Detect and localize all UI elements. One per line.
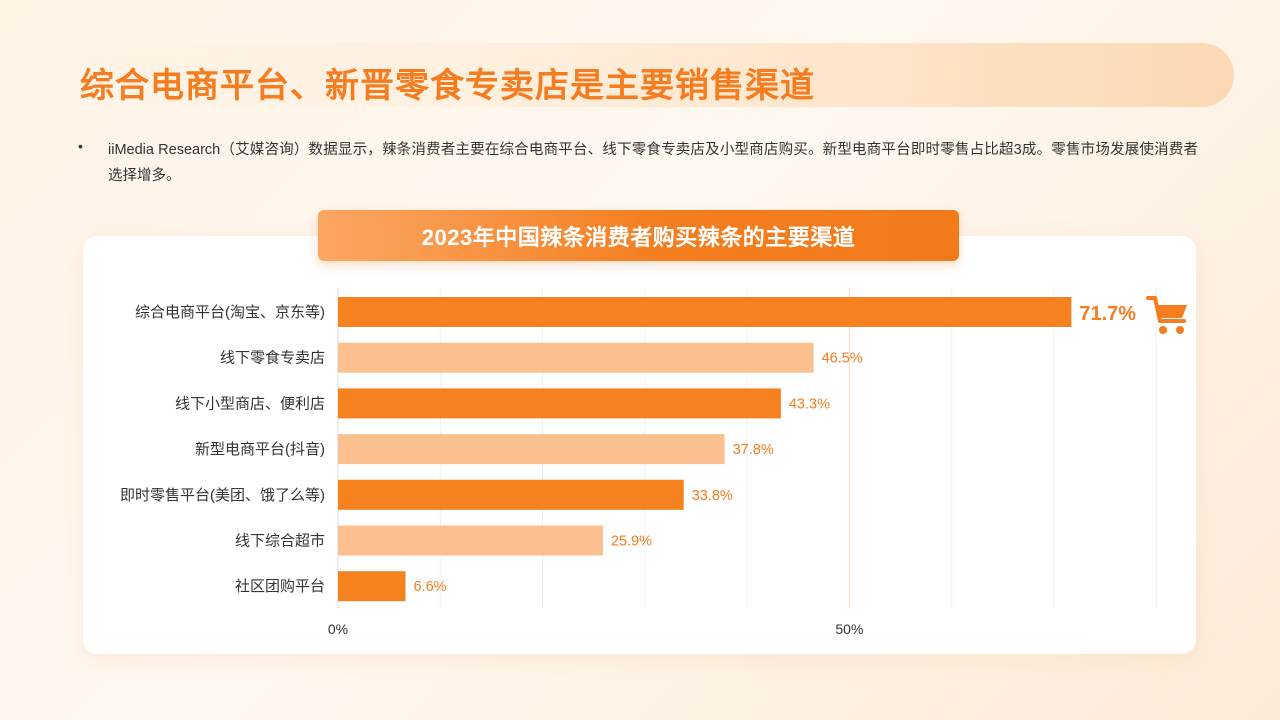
value-label: 33.8% <box>692 488 733 504</box>
x-tick-label: 50% <box>835 621 863 637</box>
x-tick-label: 0% <box>328 621 348 637</box>
bar <box>338 479 684 510</box>
category-label: 社区团购平台 <box>235 578 325 595</box>
bar <box>338 342 814 373</box>
bar <box>338 525 603 556</box>
category-label: 新型电商平台(抖音) <box>195 441 325 458</box>
page-title: 综合电商平台、新晋零食专卖店是主要销售渠道 <box>80 67 815 105</box>
value-label: 6.6% <box>414 579 447 595</box>
bar <box>338 434 725 465</box>
bullet-point: • <box>78 138 83 154</box>
bar <box>338 571 406 602</box>
bar <box>338 388 781 419</box>
summary-text: iiMedia Research（艾媒咨询）数据显示，辣条消费者主要在综合电商平… <box>108 142 1198 184</box>
value-label: 37.8% <box>733 442 774 458</box>
bar <box>338 297 1072 327</box>
category-label: 综合电商平台(淘宝、京东等) <box>135 303 325 321</box>
title-banner <box>62 43 1234 107</box>
value-label: 43.3% <box>789 396 830 412</box>
category-label: 线下小型商店、便利店 <box>175 395 325 412</box>
shopping-cart-icon <box>1146 296 1187 334</box>
category-label: 即时零售平台(美团、饿了么等) <box>120 486 325 504</box>
category-label: 线下零食专卖店 <box>220 350 325 367</box>
chart-title: 2023年中国辣条消费者购买辣条的主要渠道 <box>318 210 959 261</box>
value-label: 25.9% <box>611 534 652 550</box>
value-label: 71.7% <box>1079 303 1136 325</box>
category-label: 线下综合超市 <box>235 533 325 550</box>
value-label: 46.5% <box>822 351 863 367</box>
